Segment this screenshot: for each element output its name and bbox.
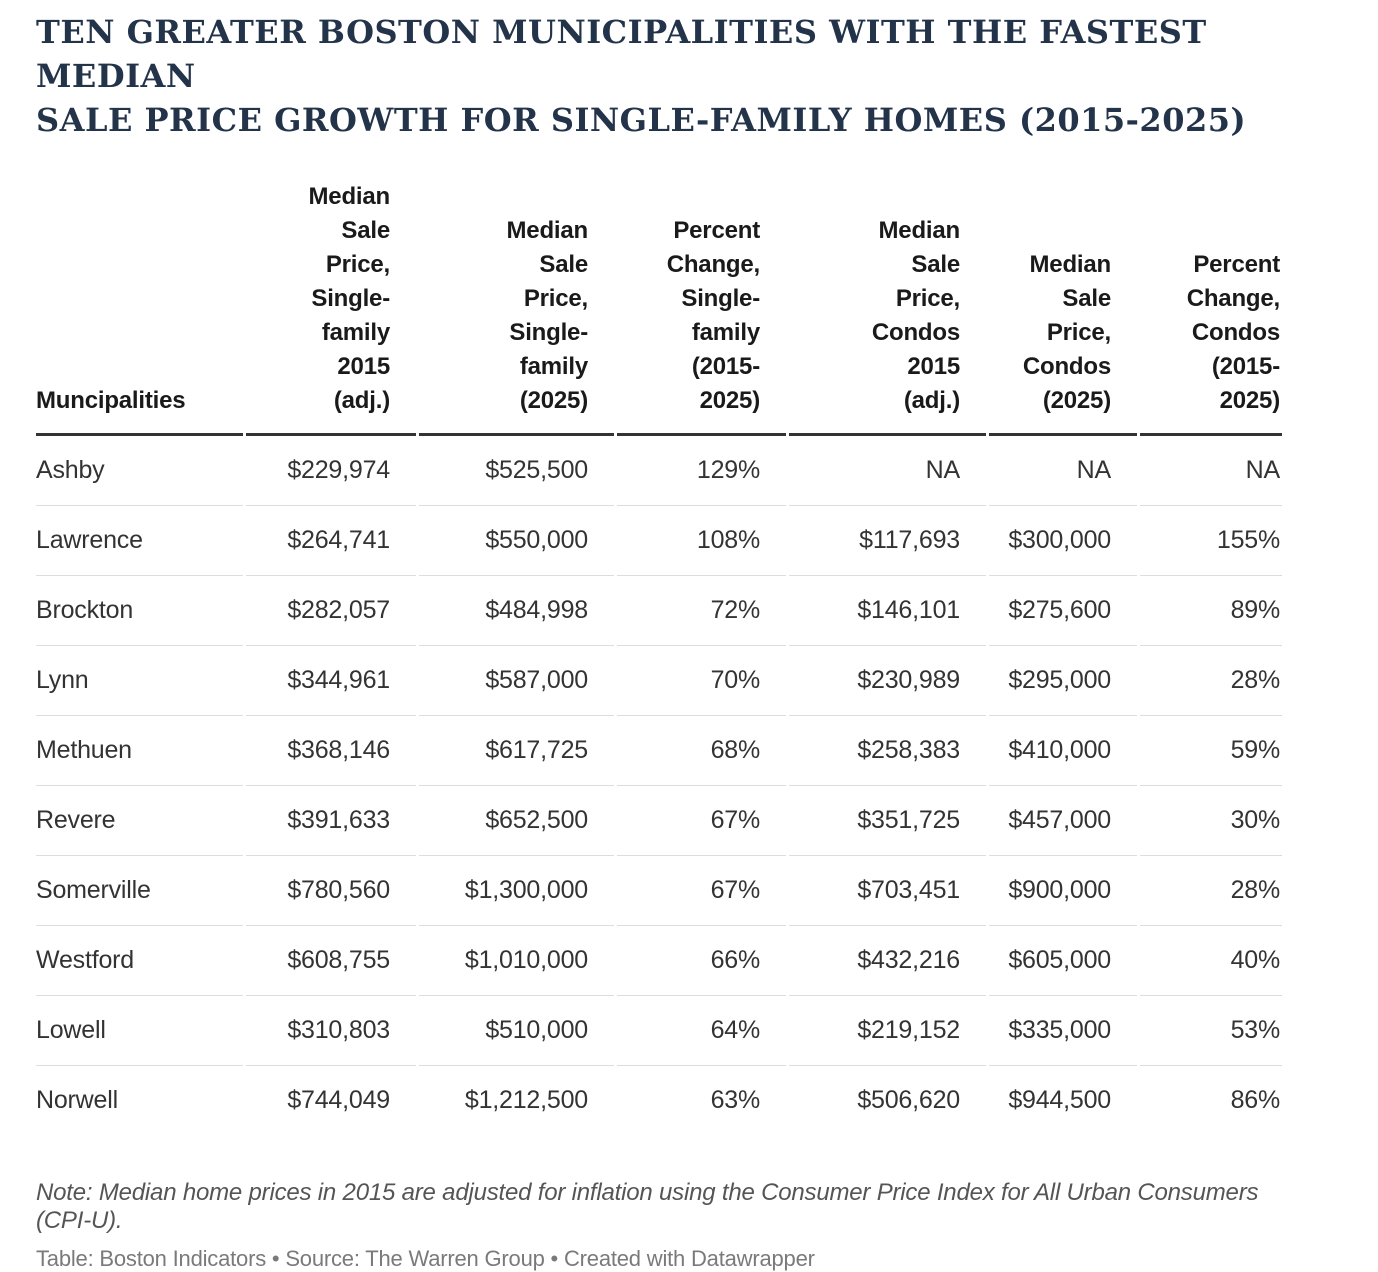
cell-condo-2015: $703,451 [789, 856, 986, 926]
cell-municipality: Somerville [36, 856, 243, 926]
page-title-line2: SALE PRICE GROWTH FOR SINGLE-FAMILY HOME… [36, 101, 1247, 139]
table-note: Note: Median home prices in 2015 are adj… [36, 1179, 1259, 1234]
cell-sf-2025: $652,500 [419, 786, 614, 856]
table-row: Revere $391,633 $652,500 67% $351,725 $4… [36, 786, 1282, 856]
table-row: Lawrence $264,741 $550,000 108% $117,693… [36, 506, 1282, 576]
header-sf-2025: Median Sale Price, Single- family (2025) [419, 180, 614, 436]
cell-sf-change: 67% [617, 856, 786, 926]
cell-sf-2025: $484,998 [419, 576, 614, 646]
cell-sf-2025: $510,000 [419, 996, 614, 1066]
cell-municipality: Lawrence [36, 506, 243, 576]
cell-sf-2015: $744,049 [287, 1086, 390, 1114]
table-body: Ashby $229,974 $525,500 129% NA NA NA La… [36, 436, 1282, 1135]
table-credits: Table: Boston Indicators • Source: The W… [36, 1246, 815, 1271]
cell-condo-2015: $219,152 [789, 996, 986, 1066]
cell-sf-change: 108% [617, 506, 786, 576]
header-condo-2025: Median Sale Price, Condos (2025) [989, 180, 1137, 436]
page-title-line1: TEN GREATER BOSTON MUNICIPALITIES WITH T… [36, 13, 1207, 95]
cell-condo-change: 28% [1140, 646, 1282, 716]
header-condo-change: Percent Change, Condos (2015- 2025) [1140, 180, 1282, 436]
header-sf-2015: Median Sale Price, Single- family 2015 (… [246, 180, 416, 436]
cell-condo-2025: $605,000 [989, 926, 1137, 996]
table-row: Lowell $310,803 $510,000 64% $219,152 $3… [36, 996, 1282, 1066]
cell-sf-2025: $525,500 [419, 436, 614, 506]
cell-sf-2025: $587,000 [419, 646, 614, 716]
table-row: Ashby $229,974 $525,500 129% NA NA NA [36, 436, 1282, 506]
cell-sf-change: 70% [617, 646, 786, 716]
cell-sf-change: 64% [617, 996, 786, 1066]
cell-condo-2025: $944,500 [1008, 1086, 1111, 1114]
cell-sf-2025: $1,010,000 [419, 926, 614, 996]
cell-condo-2015: $351,725 [789, 786, 986, 856]
cell-sf-2015: $310,803 [246, 996, 416, 1066]
table-header: Muncipalities Median Sale Price, Single-… [36, 180, 1282, 436]
cell-sf-2025: $617,725 [419, 716, 614, 786]
cell-sf-2015: $229,974 [246, 436, 416, 506]
cell-sf-2025: $1,300,000 [419, 856, 614, 926]
cell-condo-change: 155% [1140, 506, 1282, 576]
cell-sf-change: 68% [617, 716, 786, 786]
cell-condo-2025: $275,600 [989, 576, 1137, 646]
cell-condo-change: 28% [1140, 856, 1282, 926]
cell-condo-change: 86% [1230, 1086, 1281, 1114]
cell-condo-2025: $295,000 [989, 646, 1137, 716]
cell-sf-change: 67% [617, 786, 786, 856]
cell-sf-change: 63% [710, 1086, 761, 1114]
cell-condo-change: NA [1140, 436, 1282, 506]
cell-municipality: Ashby [36, 436, 243, 506]
header-municipalities: Muncipalities [36, 180, 243, 436]
table-row: Lynn $344,961 $587,000 70% $230,989 $295… [36, 646, 1282, 716]
cell-condo-change: 53% [1140, 996, 1282, 1066]
cell-condo-2025: $410,000 [989, 716, 1137, 786]
cell-municipality: Lowell [36, 996, 243, 1066]
cell-condo-2015: $146,101 [789, 576, 986, 646]
cell-sf-2015: $608,755 [246, 926, 416, 996]
cell-sf-change: 66% [617, 926, 786, 996]
cell-condo-2025: NA [989, 436, 1137, 506]
header-row: Muncipalities Median Sale Price, Single-… [36, 180, 1282, 436]
cell-condo-2015: $506,620 [857, 1086, 960, 1114]
municipalities-table: Muncipalities Median Sale Price, Single-… [33, 180, 1285, 1135]
table-row: Somerville $780,560 $1,300,000 67% $703,… [36, 856, 1282, 926]
table-row: Westford $608,755 $1,010,000 66% $432,21… [36, 926, 1282, 996]
cell-municipality: Lynn [36, 646, 243, 716]
cell-sf-2015: $344,961 [246, 646, 416, 716]
cell-sf-2015: $391,633 [246, 786, 416, 856]
cell-condo-2025: $457,000 [989, 786, 1137, 856]
cell-municipality: Westford [36, 926, 243, 996]
cell-municipality: Methuen [36, 716, 243, 786]
cell-sf-2015: $780,560 [246, 856, 416, 926]
cell-condo-2025: $900,000 [989, 856, 1137, 926]
datawrapper-table-page: TEN GREATER BOSTON MUNICIPALITIES WITH T… [36, 10, 1285, 1272]
cell-condo-change: 89% [1140, 576, 1282, 646]
cell-condo-2015: $117,693 [789, 506, 986, 576]
cell-condo-change: 40% [1140, 926, 1282, 996]
page-title: TEN GREATER BOSTON MUNICIPALITIES WITH T… [36, 10, 1285, 142]
header-condo-2015: Median Sale Price, Condos 2015 (adj.) [789, 180, 986, 436]
cell-sf-2015: $368,146 [246, 716, 416, 786]
cell-condo-2025: $300,000 [989, 506, 1137, 576]
cell-sf-change: 72% [617, 576, 786, 646]
cell-condo-change: 30% [1140, 786, 1282, 856]
table-row: Methuen $368,146 $617,725 68% $258,383 $… [36, 716, 1282, 786]
cell-municipality: Norwell [36, 1086, 118, 1114]
cell-sf-2015: $264,741 [246, 506, 416, 576]
table-row: Norwell $744,049 $1,212,500 63% $506,620… [36, 1066, 1282, 1135]
cell-condo-2015: $432,216 [789, 926, 986, 996]
cell-condo-change: 59% [1140, 716, 1282, 786]
header-sf-change: Percent Change, Single- family (2015- 20… [617, 180, 786, 436]
cell-sf-change: 129% [617, 436, 786, 506]
cell-condo-2015: $230,989 [789, 646, 986, 716]
cell-sf-2025: $550,000 [419, 506, 614, 576]
table-row: Brockton $282,057 $484,998 72% $146,101 … [36, 576, 1282, 646]
cell-sf-2015: $282,057 [246, 576, 416, 646]
cell-condo-2015: $258,383 [789, 716, 986, 786]
cell-condo-2025: $335,000 [989, 996, 1137, 1066]
cell-sf-2025: $1,212,500 [464, 1086, 588, 1114]
cell-municipality: Brockton [36, 576, 243, 646]
cell-condo-2015: NA [789, 436, 986, 506]
cell-municipality: Revere [36, 786, 243, 856]
